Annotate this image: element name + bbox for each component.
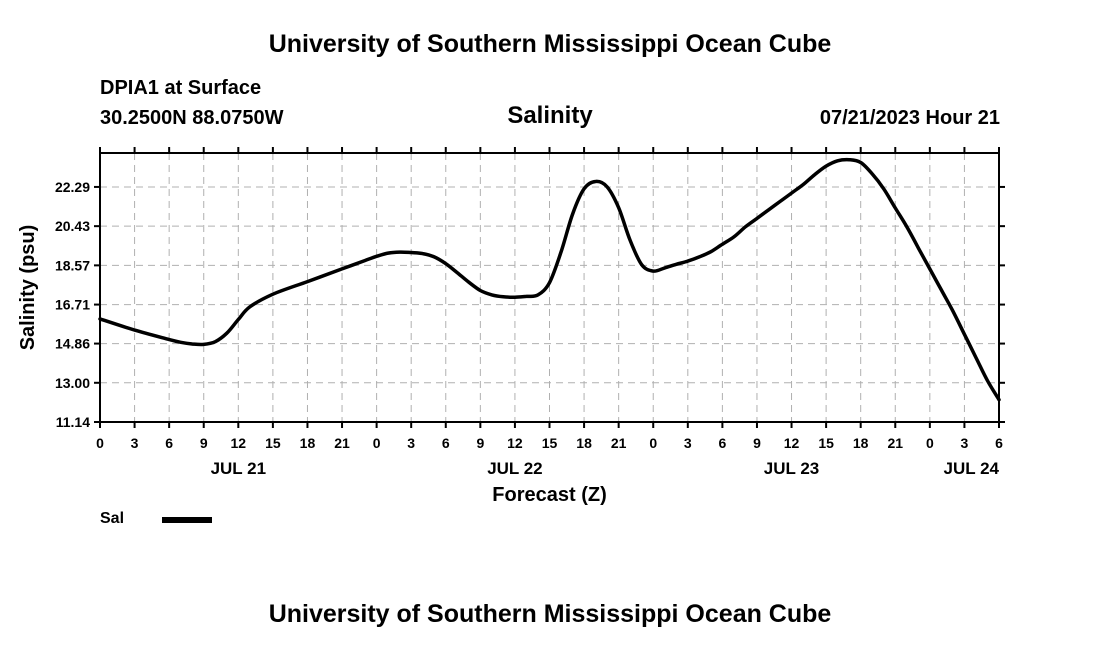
coordinates-label: 30.2500N 88.0750W — [100, 107, 284, 129]
x-tick-label-26: 6 — [995, 435, 1003, 451]
x-tick-label-21: 15 — [818, 435, 834, 451]
y-axis-label: Salinity (psu) — [17, 225, 39, 351]
x-tick-label-19: 9 — [753, 435, 761, 451]
y-tick-label-6: 22.29 — [55, 179, 90, 195]
x-tick-label-15: 21 — [611, 435, 627, 451]
x-tick-label-22: 18 — [853, 435, 869, 451]
x-tick-label-7: 21 — [334, 435, 350, 451]
x-tick-label-9: 3 — [407, 435, 415, 451]
x-tick-label-11: 9 — [476, 435, 484, 451]
date-label-2: JUL 23 — [764, 459, 819, 478]
x-tick-label-3: 9 — [200, 435, 208, 451]
x-tick-label-18: 6 — [718, 435, 726, 451]
x-tick-label-16: 0 — [649, 435, 657, 451]
datetime-label: 07/21/2023 Hour 21 — [819, 107, 1000, 129]
x-tick-label-12: 12 — [507, 435, 523, 451]
date-label-0: JUL 21 — [211, 459, 266, 478]
x-tick-label-23: 21 — [887, 435, 903, 451]
page-title: University of Southern Mississippi Ocean… — [268, 30, 832, 58]
x-tick-label-4: 12 — [231, 435, 247, 451]
y-tick-label-5: 20.43 — [55, 218, 90, 234]
x-tick-label-25: 3 — [961, 435, 969, 451]
series-line-sal — [98, 157, 1001, 402]
chart-title: Salinity — [507, 102, 593, 129]
x-tick-label-13: 15 — [542, 435, 558, 451]
x-tick-label-24: 0 — [926, 435, 934, 451]
station-label: DPIA1 at Surface — [100, 77, 262, 99]
legend-swatch — [162, 517, 212, 523]
y-tick-label-0: 11.14 — [56, 414, 90, 430]
y-tick-label-2: 14.86 — [55, 336, 90, 352]
footer-title: University of Southern Mississippi Ocean… — [268, 600, 832, 628]
y-tick-label-3: 16.71 — [55, 297, 90, 313]
y-tick-label-4: 18.57 — [55, 257, 90, 273]
x-tick-label-5: 15 — [265, 435, 281, 451]
x-axis-label: Forecast (Z) — [492, 484, 606, 506]
x-tick-label-17: 3 — [684, 435, 692, 451]
date-label-1: JUL 22 — [487, 459, 542, 478]
x-tick-label-8: 0 — [373, 435, 381, 451]
x-tick-label-2: 6 — [165, 435, 173, 451]
date-label-3: JUL 24 — [944, 459, 1000, 478]
x-tick-label-6: 18 — [300, 435, 316, 451]
x-tick-label-14: 18 — [576, 435, 592, 451]
legend-label: Sal — [100, 510, 125, 527]
x-tick-label-20: 12 — [784, 435, 800, 451]
x-tick-label-10: 6 — [442, 435, 450, 451]
x-tick-label-1: 3 — [131, 435, 139, 451]
x-tick-label-0: 0 — [96, 435, 104, 451]
y-tick-label-1: 13.00 — [55, 375, 90, 391]
